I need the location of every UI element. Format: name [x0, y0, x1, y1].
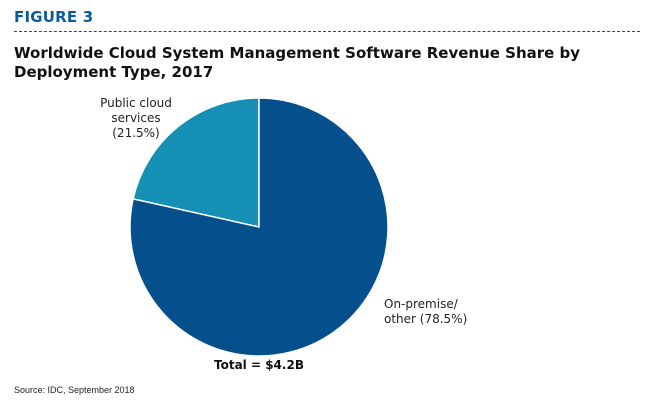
slice-label-line: (21.5%) — [112, 126, 160, 140]
dashed-divider — [14, 31, 640, 32]
figure-label: FIGURE 3 — [14, 8, 94, 26]
source-note: Source: IDC, September 2018 — [14, 385, 135, 395]
pie-slice-public-cloud — [132, 97, 260, 228]
pie-slice-on-premise — [129, 97, 389, 357]
slice-label-line: other (78.5%) — [384, 312, 468, 326]
total-label: Total = $4.2B — [214, 358, 304, 372]
slice-label-on-premise: On-premise/ other (78.5%) — [384, 297, 467, 327]
slice-label-line: services — [111, 111, 161, 125]
slice-label-public-cloud: Public cloud services (21.5%) — [86, 96, 186, 141]
chart-title: Worldwide Cloud System Management Softwa… — [14, 44, 581, 81]
slice-label-line: Public cloud — [100, 96, 172, 110]
slice-label-line: On-premise/ — [384, 297, 458, 311]
